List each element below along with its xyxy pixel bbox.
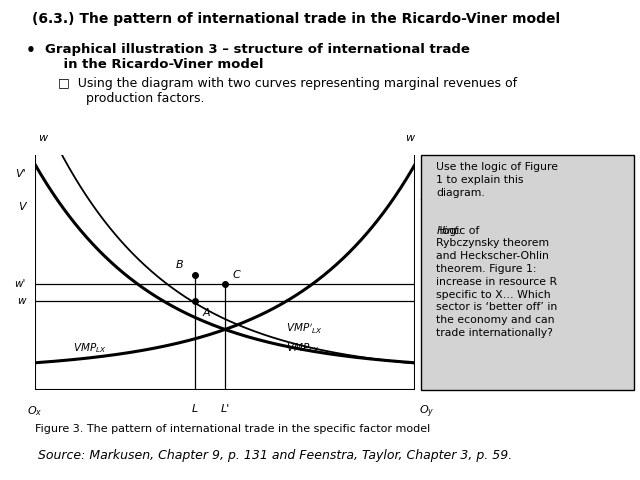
Text: w': w' xyxy=(14,279,26,289)
Text: (6.3.) The pattern of international trade in the Ricardo-Viner model: (6.3.) The pattern of international trad… xyxy=(32,12,560,26)
Text: Use the logic of Figure
1 to explain this
diagram.: Use the logic of Figure 1 to explain thi… xyxy=(436,162,558,198)
Text: L': L' xyxy=(220,404,230,414)
Text: $O_x$: $O_x$ xyxy=(28,404,43,418)
Text: V': V' xyxy=(15,169,26,179)
Text: Hint:: Hint: xyxy=(436,226,462,236)
Text: $VMP_{LX}$: $VMP_{LX}$ xyxy=(286,341,319,355)
Text: □  Using the diagram with two curves representing marginal revenues of
       pr: □ Using the diagram with two curves repr… xyxy=(58,77,516,105)
Text: Figure 3. The pattern of international trade in the specific factor model: Figure 3. The pattern of international t… xyxy=(35,424,430,433)
FancyBboxPatch shape xyxy=(421,155,634,390)
Text: •: • xyxy=(26,43,35,58)
Text: $O_y$: $O_y$ xyxy=(419,404,434,420)
Text: w: w xyxy=(420,296,429,306)
Text: A: A xyxy=(202,308,210,318)
Text: V: V xyxy=(18,202,26,212)
Text: Source: Markusen, Chapter 9, p. 131 and Feenstra, Taylor, Chapter 3, p. 59.: Source: Markusen, Chapter 9, p. 131 and … xyxy=(38,449,513,462)
Text: w': w' xyxy=(420,279,432,289)
Text: w: w xyxy=(38,133,47,143)
Text: $VMP'_{LX}$: $VMP'_{LX}$ xyxy=(286,322,323,336)
Text: L: L xyxy=(191,404,198,414)
Text: C: C xyxy=(232,270,241,279)
Text: w: w xyxy=(17,296,26,306)
Text: logic of
Rybczynsky theorem
and Heckscher-Ohlin
theorem. Figure 1:
increase in r: logic of Rybczynsky theorem and Hecksche… xyxy=(436,226,557,338)
Text: Graphical illustration 3 – structure of international trade
    in the Ricardo-V: Graphical illustration 3 – structure of … xyxy=(45,43,470,71)
Text: B: B xyxy=(175,260,183,270)
Text: Z: Z xyxy=(420,192,428,202)
Text: w: w xyxy=(405,133,415,143)
Text: $VMP_{LX}$: $VMP_{LX}$ xyxy=(73,341,106,355)
